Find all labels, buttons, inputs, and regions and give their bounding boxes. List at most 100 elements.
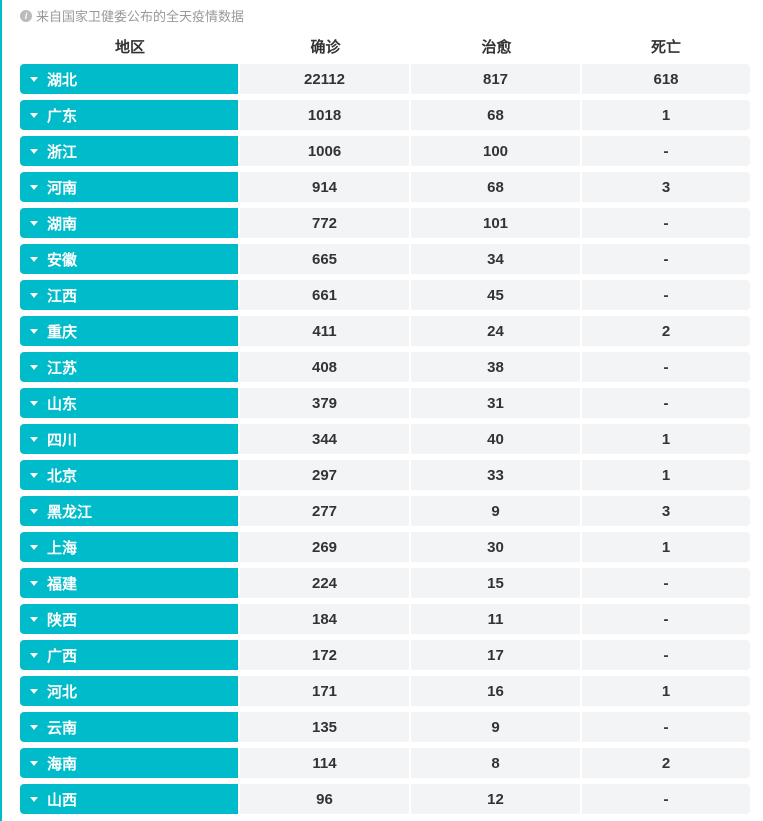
region-name: 山西 <box>47 791 78 809</box>
header-confirmed: 确诊 <box>310 39 341 56</box>
expand-caret-icon[interactable] <box>30 472 38 478</box>
note-text: 来自国家卫健委公布的全天疫情数据 <box>36 9 245 24</box>
expand-caret-icon[interactable] <box>30 292 38 298</box>
table-row[interactable]: 河北 171 16 1 <box>20 676 750 706</box>
confirmed-cell: 269 <box>240 532 409 562</box>
deaths-cell: 3 <box>582 496 750 526</box>
region-name: 湖北 <box>47 71 78 89</box>
expand-caret-icon[interactable] <box>30 796 38 802</box>
cured-cell: 45 <box>411 280 580 310</box>
region-cell[interactable]: 江西 <box>20 280 238 310</box>
expand-caret-icon[interactable] <box>30 760 38 766</box>
expand-caret-icon[interactable] <box>30 220 38 226</box>
table-row[interactable]: 海南 114 8 2 <box>20 748 750 778</box>
region-cell[interactable]: 海南 <box>20 748 238 778</box>
header-deaths: 死亡 <box>650 39 681 56</box>
header-cured: 治愈 <box>481 39 512 56</box>
expand-caret-icon[interactable] <box>30 688 38 694</box>
data-source-note: i 来自国家卫健委公布的全天疫情数据 <box>20 6 244 25</box>
deaths-cell: 3 <box>582 172 750 202</box>
confirmed-cell: 297 <box>240 460 409 490</box>
deaths-cell: - <box>582 352 750 382</box>
deaths-cell: 1 <box>582 532 750 562</box>
table-row[interactable]: 重庆 411 24 2 <box>20 316 750 346</box>
table-row[interactable]: 云南 135 9 - <box>20 712 750 742</box>
expand-caret-icon[interactable] <box>30 508 38 514</box>
info-icon: i <box>20 9 32 22</box>
region-name: 山东 <box>47 395 78 413</box>
deaths-cell: - <box>582 208 750 238</box>
region-cell[interactable]: 山东 <box>20 388 238 418</box>
cured-cell: 8 <box>411 748 580 778</box>
expand-caret-icon[interactable] <box>30 544 38 550</box>
region-cell[interactable]: 上海 <box>20 532 238 562</box>
deaths-cell: 1 <box>582 460 750 490</box>
table-row[interactable]: 江苏 408 38 - <box>20 352 750 382</box>
cured-cell: 34 <box>411 244 580 274</box>
cured-cell: 100 <box>411 136 580 166</box>
cured-cell: 38 <box>411 352 580 382</box>
table-row[interactable]: 浙江 1006 100 - <box>20 136 750 166</box>
region-cell[interactable]: 重庆 <box>20 316 238 346</box>
table-row[interactable]: 黑龙江 277 9 3 <box>20 496 750 526</box>
cured-cell: 40 <box>411 424 580 454</box>
region-cell[interactable]: 北京 <box>20 460 238 490</box>
region-cell[interactable]: 河北 <box>20 676 238 706</box>
table-row[interactable]: 上海 269 30 1 <box>20 532 750 562</box>
expand-caret-icon[interactable] <box>30 148 38 154</box>
table-row[interactable]: 北京 297 33 1 <box>20 460 750 490</box>
confirmed-cell: 96 <box>240 784 409 814</box>
region-cell[interactable]: 湖北 <box>20 64 238 94</box>
region-cell[interactable]: 湖南 <box>20 208 238 238</box>
expand-caret-icon[interactable] <box>30 724 38 730</box>
expand-caret-icon[interactable] <box>30 364 38 370</box>
region-cell[interactable]: 安徽 <box>20 244 238 274</box>
deaths-cell: 1 <box>582 676 750 706</box>
deaths-cell: - <box>582 136 750 166</box>
region-cell[interactable]: 广西 <box>20 640 238 670</box>
region-cell[interactable]: 云南 <box>20 712 238 742</box>
expand-caret-icon[interactable] <box>30 400 38 406</box>
deaths-cell: - <box>582 640 750 670</box>
expand-caret-icon[interactable] <box>30 112 38 118</box>
table-row[interactable]: 广西 172 17 - <box>20 640 750 670</box>
expand-caret-icon[interactable] <box>30 652 38 658</box>
table-row[interactable]: 河南 914 68 3 <box>20 172 750 202</box>
expand-caret-icon[interactable] <box>30 580 38 586</box>
expand-caret-icon[interactable] <box>30 76 38 82</box>
expand-caret-icon[interactable] <box>30 328 38 334</box>
confirmed-cell: 411 <box>240 316 409 346</box>
table-row[interactable]: 福建 224 15 - <box>20 568 750 598</box>
table-row[interactable]: 湖南 772 101 - <box>20 208 750 238</box>
table-row[interactable]: 山东 379 31 - <box>20 388 750 418</box>
region-cell[interactable]: 四川 <box>20 424 238 454</box>
region-name: 浙江 <box>47 143 78 161</box>
cured-cell: 101 <box>411 208 580 238</box>
expand-caret-icon[interactable] <box>30 184 38 190</box>
table-row[interactable]: 山西 96 12 - <box>20 784 750 814</box>
deaths-cell: - <box>582 604 750 634</box>
region-cell[interactable]: 河南 <box>20 172 238 202</box>
region-cell[interactable]: 广东 <box>20 100 238 130</box>
region-cell[interactable]: 浙江 <box>20 136 238 166</box>
table-row[interactable]: 安徽 665 34 - <box>20 244 750 274</box>
confirmed-cell: 277 <box>240 496 409 526</box>
region-cell[interactable]: 黑龙江 <box>20 496 238 526</box>
cured-cell: 68 <box>411 100 580 130</box>
deaths-cell: 618 <box>582 64 750 94</box>
table-row[interactable]: 江西 661 45 - <box>20 280 750 310</box>
region-cell[interactable]: 福建 <box>20 568 238 598</box>
region-name: 广西 <box>47 647 78 665</box>
region-name: 黑龙江 <box>47 503 93 521</box>
table-row[interactable]: 广东 1018 68 1 <box>20 100 750 130</box>
expand-caret-icon[interactable] <box>30 256 38 262</box>
region-cell[interactable]: 江苏 <box>20 352 238 382</box>
expand-caret-icon[interactable] <box>30 616 38 622</box>
cured-cell: 9 <box>411 496 580 526</box>
table-row[interactable]: 湖北 22112 817 618 <box>20 64 750 94</box>
region-cell[interactable]: 陕西 <box>20 604 238 634</box>
region-cell[interactable]: 山西 <box>20 784 238 814</box>
table-row[interactable]: 四川 344 40 1 <box>20 424 750 454</box>
table-row[interactable]: 陕西 184 11 - <box>20 604 750 634</box>
expand-caret-icon[interactable] <box>30 436 38 442</box>
